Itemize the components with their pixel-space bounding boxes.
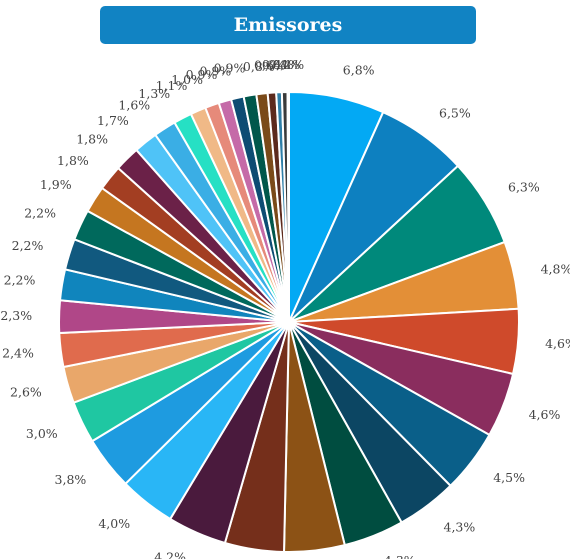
- slice-label: 2,3%: [0, 308, 32, 323]
- slice-label: 4,6%: [529, 407, 561, 422]
- slice-label: 1,1%: [156, 78, 188, 93]
- slice-label: 0,4%: [262, 57, 294, 72]
- slice-label: 4,3%: [444, 519, 476, 534]
- chart-title-bar: Emissores: [100, 6, 476, 44]
- slice-label: 2,4%: [2, 345, 34, 360]
- slice-label: 1,8%: [57, 153, 89, 168]
- slice-label: 1,6%: [118, 98, 150, 113]
- slice-label: 0,9%: [200, 64, 232, 79]
- pie-slices: [58, 90, 520, 553]
- slice-label: 6,5%: [439, 105, 471, 120]
- slice-label: 0,8%: [243, 59, 275, 74]
- pie-labels: 6,8%6,5%6,3%4,8%4,6%4,6%4,5%4,3%4,3%4,3%…: [0, 57, 570, 559]
- slice-label: 2,2%: [4, 272, 36, 287]
- slice-label: 0,4%: [268, 57, 300, 72]
- slice-label: 1,7%: [97, 113, 129, 128]
- slice-label: 2,2%: [24, 206, 56, 221]
- slice-label: 3,8%: [55, 472, 87, 487]
- slice-label: 4,3%: [384, 553, 416, 559]
- slice-label: 4,5%: [493, 470, 525, 485]
- slice-label: 4,8%: [541, 261, 570, 276]
- pie-slice: [286, 90, 290, 323]
- slice-label: 4,0%: [98, 516, 130, 531]
- slice-label: 0,1%: [272, 57, 304, 72]
- chart-title: Emissores: [233, 14, 343, 36]
- slice-label: 1,9%: [40, 177, 72, 192]
- slice-label: 4,2%: [154, 549, 186, 559]
- slice-label: 2,6%: [10, 384, 42, 399]
- slice-label: 2,2%: [12, 238, 44, 253]
- slice-label: 1,8%: [76, 132, 108, 147]
- slice-label: 6,3%: [508, 180, 540, 195]
- slice-label: 0,9%: [186, 67, 218, 82]
- slice-label: 1,0%: [171, 72, 203, 87]
- slice-label: 4,6%: [545, 336, 570, 351]
- slice-label: 6,8%: [343, 63, 375, 78]
- slice-label: 0,9%: [214, 61, 246, 76]
- slice-label: 3,0%: [26, 426, 58, 441]
- slice-label: 1,3%: [138, 86, 170, 101]
- slice-label: 0,6%: [254, 58, 286, 73]
